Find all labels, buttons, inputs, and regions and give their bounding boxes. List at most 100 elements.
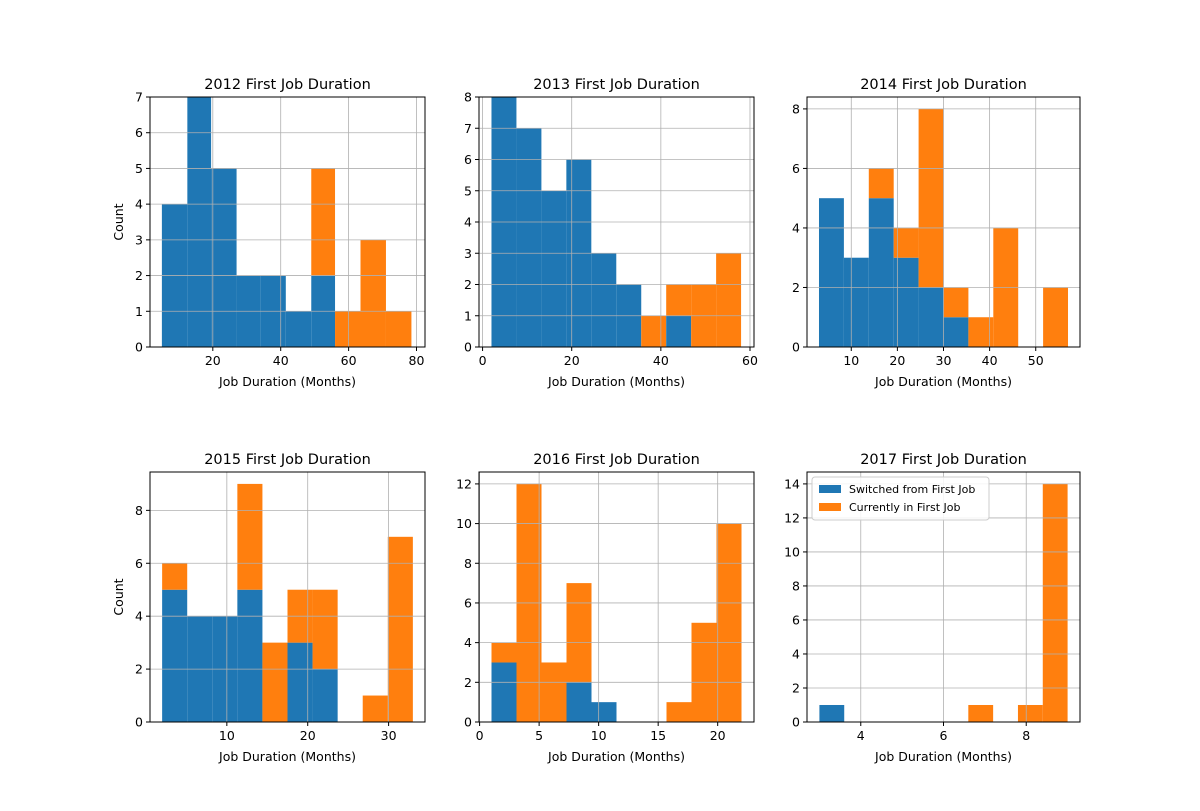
y-tick-label-2-1: 0 xyxy=(464,340,472,355)
legend-label-2: Currently in First Job xyxy=(849,501,961,514)
subplot-6: 4 6 8 0 2 4 6 8 10 12 14 2017 First Job Duration Job… xyxy=(784,452,1081,764)
bar-switched-5-5 xyxy=(591,702,617,722)
y-tick-label-6-1: 0 xyxy=(792,715,800,730)
x-tick-label-3-1: 10 xyxy=(843,353,859,368)
y-tick-label-4-3: 4 xyxy=(135,609,143,624)
x-tick-label-5-5: 20 xyxy=(710,728,726,743)
y-tick-label-1-1: 0 xyxy=(135,340,143,355)
bar-current-4-10 xyxy=(387,536,413,722)
bar-current-6-9 xyxy=(1017,704,1043,722)
bar-switched-5-1 xyxy=(491,662,517,722)
bar-current-2-10 xyxy=(716,253,742,347)
y-tick-label-3-5: 8 xyxy=(792,101,800,116)
y-tick-label-1-8: 7 xyxy=(135,90,143,105)
legend-swatch-1 xyxy=(819,485,841,493)
bar-switched-2-2 xyxy=(516,128,542,347)
y-tick-label-3-3: 4 xyxy=(792,220,800,235)
bar-current-1-10 xyxy=(385,311,412,347)
x-tick-label-3-4: 40 xyxy=(982,353,998,368)
y-tick-label-3-2: 2 xyxy=(792,280,800,295)
y-tick-label-5-2: 2 xyxy=(464,675,472,690)
y-tick-label-1-4: 3 xyxy=(135,232,143,247)
x-tick-label-3-3: 30 xyxy=(936,353,952,368)
chart-title-2: 2013 First Job Duration xyxy=(533,77,700,93)
subplot-4: 10 20 30 0 2 4 6 8 2015 First Job Duration Job Du… xyxy=(111,452,426,764)
x-tick-label-4-2: 20 xyxy=(300,728,316,743)
y-tick-label-1-2: 1 xyxy=(135,304,143,319)
bar-current-5-10 xyxy=(716,523,742,722)
x-tick-label-5-3: 10 xyxy=(591,728,607,743)
x-axis-label-5: Job Duration (Months) xyxy=(547,749,685,764)
bar-current-1-8 xyxy=(335,311,361,347)
y-tick-label-5-5: 8 xyxy=(464,556,472,571)
x-tick-label-2-4: 60 xyxy=(742,353,758,368)
bar-current-6-10 xyxy=(1042,483,1068,722)
chart-title-1: 2012 First Job Duration xyxy=(204,77,371,93)
x-tick-label-1-1: 20 xyxy=(205,353,221,368)
bar-switched-3-5 xyxy=(918,287,944,347)
y-tick-label-1-7: 6 xyxy=(135,125,143,140)
x-axis-label-6: Job Duration (Months) xyxy=(874,749,1012,764)
axes-frame-1 xyxy=(149,96,426,348)
bar-switched-1-3 xyxy=(211,168,237,347)
x-tick-label-5-1: 0 xyxy=(476,728,484,743)
bar-current-5-4 xyxy=(566,583,592,683)
y-tick-label-6-3: 4 xyxy=(792,646,800,661)
y-tick-label-6-5: 8 xyxy=(792,578,800,593)
y-axis-label-1: Count xyxy=(111,203,126,240)
x-tick-label-2-2: 20 xyxy=(564,353,580,368)
bar-current-4-1 xyxy=(162,563,188,590)
y-tick-label-5-6: 10 xyxy=(456,516,472,531)
bar-current-2-7 xyxy=(641,315,667,347)
axes-frame-4 xyxy=(149,471,426,723)
bar-current-4-4 xyxy=(237,483,263,590)
y-tick-label-3-4: 6 xyxy=(792,161,800,176)
bar-current-1-9 xyxy=(360,239,386,347)
y-tick-label-6-4: 6 xyxy=(792,612,800,627)
y-tick-label-6-6: 10 xyxy=(784,544,800,559)
bar-switched-3-1 xyxy=(818,198,844,347)
legend-swatch-2 xyxy=(819,503,841,511)
y-tick-label-4-4: 6 xyxy=(135,556,143,571)
legend-box xyxy=(811,476,990,521)
x-tick-label-6-1: 4 xyxy=(857,728,865,743)
subplot-1: 20 40 60 80 0 1 2 3 4 5 6 7 2012 First Job Duration J… xyxy=(111,77,426,389)
y-tick-label-3-1: 0 xyxy=(792,340,800,355)
bar-switched-2-3 xyxy=(541,190,567,347)
subplot-3: 10 20 30 40 50 0 2 4 6 8 2014 First Job Duration Jo… xyxy=(792,77,1081,389)
x-tick-label-6-3: 8 xyxy=(1022,728,1030,743)
bar-switched-3-3 xyxy=(868,198,894,347)
subplot-5: 0 5 10 15 20 0 2 4 6 8 10 12 2016 First Job Duration… xyxy=(456,452,755,764)
bar-switched-1-2 xyxy=(187,97,212,347)
y-tick-label-2-7: 6 xyxy=(464,152,472,167)
bar-current-6-7 xyxy=(968,704,994,722)
bar-current-3-5 xyxy=(918,108,944,288)
x-tick-label-4-3: 30 xyxy=(381,728,397,743)
legend-label-1: Switched from First Job xyxy=(849,483,975,496)
y-axis-label-4: Count xyxy=(111,578,126,615)
bar-switched-4-4 xyxy=(237,589,263,722)
x-axis-label-2: Job Duration (Months) xyxy=(547,374,685,389)
chart-title-6: 2017 First Job Duration xyxy=(860,452,1027,468)
bar-current-4-5 xyxy=(262,642,288,722)
y-tick-label-2-4: 3 xyxy=(464,246,472,261)
bar-switched-4-7 xyxy=(312,669,338,722)
bar-current-2-8 xyxy=(666,284,692,316)
y-tick-label-1-5: 4 xyxy=(135,197,143,212)
bar-switched-6-1 xyxy=(819,704,845,722)
y-tick-label-5-1: 0 xyxy=(464,715,472,730)
chart-title-4: 2015 First Job Duration xyxy=(204,452,371,468)
bar-current-4-7 xyxy=(312,589,338,670)
y-tick-label-2-6: 5 xyxy=(464,183,472,198)
y-tick-label-4-1: 0 xyxy=(135,715,143,730)
bar-current-3-4 xyxy=(893,227,919,258)
bar-current-3-7 xyxy=(968,317,994,347)
bar-switched-3-2 xyxy=(843,257,869,347)
y-tick-label-2-8: 7 xyxy=(464,121,472,136)
bar-current-3-10 xyxy=(1043,287,1069,347)
bar-current-5-3 xyxy=(541,662,567,722)
y-tick-label-2-9: 8 xyxy=(464,90,472,105)
chart-title-3: 2014 First Job Duration xyxy=(860,77,1027,93)
y-tick-label-2-3: 2 xyxy=(464,277,472,292)
bar-current-1-7 xyxy=(311,168,336,276)
